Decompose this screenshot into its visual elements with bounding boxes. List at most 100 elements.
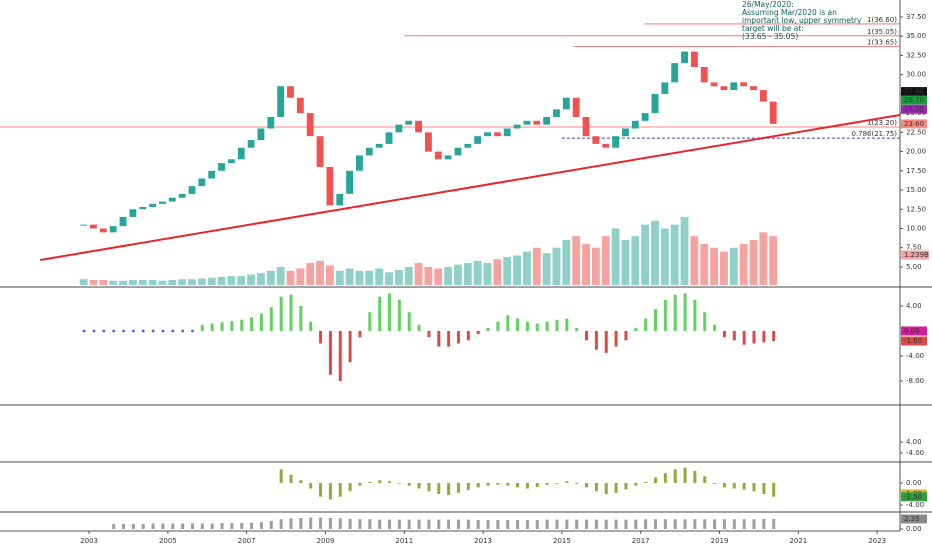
zero-dot	[92, 329, 96, 333]
hist-bar	[378, 480, 382, 484]
hist-bar	[289, 294, 293, 331]
hist-bar	[269, 307, 273, 331]
price-tag	[901, 492, 927, 502]
hist-bar	[565, 519, 569, 529]
volume-bar	[197, 278, 206, 285]
hist-bar	[427, 483, 431, 492]
hist-bar	[279, 519, 283, 529]
hist-bar	[545, 321, 549, 331]
volume-bar	[306, 263, 315, 285]
candle	[198, 178, 206, 187]
y-tick-label: -4.00	[906, 449, 924, 457]
hist-bar	[703, 519, 707, 529]
candle	[227, 159, 235, 164]
volume-bar	[227, 276, 236, 285]
hist-bar	[722, 331, 726, 338]
hist-bar	[240, 523, 244, 529]
hist-bar	[338, 518, 342, 529]
zero-dot	[112, 329, 116, 333]
volume-bar	[720, 251, 728, 285]
candle	[602, 143, 610, 148]
candle	[562, 97, 570, 110]
hist-bar	[437, 519, 441, 529]
y-tick-label: 0.00	[906, 479, 922, 487]
candle	[484, 132, 491, 137]
volume-bar	[394, 270, 403, 285]
trendline	[40, 113, 901, 261]
hist-bar	[506, 483, 510, 486]
hist-bar	[466, 483, 470, 491]
candle	[277, 86, 285, 117]
candle	[395, 124, 403, 133]
candle	[267, 116, 275, 129]
candle	[90, 224, 97, 229]
candle	[543, 116, 551, 125]
x-tick-label: 2023	[868, 537, 886, 545]
volume-bar	[207, 277, 216, 285]
y-tick-label: 35.00	[906, 32, 926, 40]
hist-bar	[407, 483, 411, 486]
hist-bar	[683, 519, 687, 529]
volume-bar	[463, 263, 472, 285]
volume-bar	[670, 224, 679, 285]
hist-bar	[447, 331, 451, 347]
hist-bar	[417, 519, 421, 529]
hist-bar	[594, 331, 598, 350]
hist-bar	[604, 519, 608, 529]
hist-bar	[683, 293, 687, 331]
volume-bar	[444, 266, 453, 285]
hist-bar	[732, 331, 736, 341]
zero-dot	[141, 329, 145, 333]
volume-bar	[217, 276, 226, 285]
price-tag-label: 0.00	[904, 327, 920, 335]
hist-bar	[338, 483, 342, 497]
hist-bar	[200, 523, 204, 529]
candle	[750, 86, 757, 91]
volume-bar	[434, 268, 443, 285]
candle	[651, 93, 659, 114]
hist-bar	[516, 318, 520, 331]
volume-bar	[729, 247, 738, 285]
hist-bar	[703, 476, 707, 484]
hist-bar	[309, 517, 313, 529]
hist-bar	[693, 519, 697, 529]
candle	[326, 166, 334, 206]
hist-bar	[525, 483, 529, 489]
hist-bar	[348, 483, 352, 492]
volume-bar	[325, 265, 334, 285]
hist-bar	[161, 523, 165, 529]
candle	[513, 124, 521, 129]
annotation: important low, upper symmetry	[742, 16, 862, 25]
hist-bar	[466, 519, 470, 529]
y-tick-label: 4.00	[906, 438, 922, 446]
x-tick-label: 2003	[80, 537, 98, 545]
y-tick-label: 22.50	[906, 128, 926, 136]
candle	[572, 97, 580, 117]
hist-bar	[476, 520, 480, 529]
volume-bar	[168, 280, 177, 285]
y-tick-label: 4.00	[906, 302, 922, 310]
hist-bar	[673, 469, 677, 484]
hist-bar	[220, 523, 224, 529]
zero-dot	[151, 329, 155, 333]
hist-bar	[388, 293, 392, 331]
candle	[99, 228, 107, 233]
hist-bar	[299, 517, 303, 529]
price-tag	[901, 336, 927, 346]
hist-bar	[368, 481, 372, 484]
price-tag	[901, 514, 927, 524]
y-tick-label: 0.00	[906, 525, 922, 533]
candle	[287, 86, 294, 98]
volume-bar	[749, 240, 758, 285]
hist-bar	[653, 477, 657, 484]
volume-bar	[257, 273, 265, 285]
hist-bar	[417, 483, 421, 489]
hist-bar	[772, 518, 776, 529]
hist-bar	[378, 296, 382, 331]
candle	[553, 109, 560, 117]
hist-bar	[634, 483, 638, 486]
candle	[247, 140, 255, 148]
volume-bar	[414, 263, 423, 285]
y-tick-label: 17.50	[906, 167, 926, 175]
